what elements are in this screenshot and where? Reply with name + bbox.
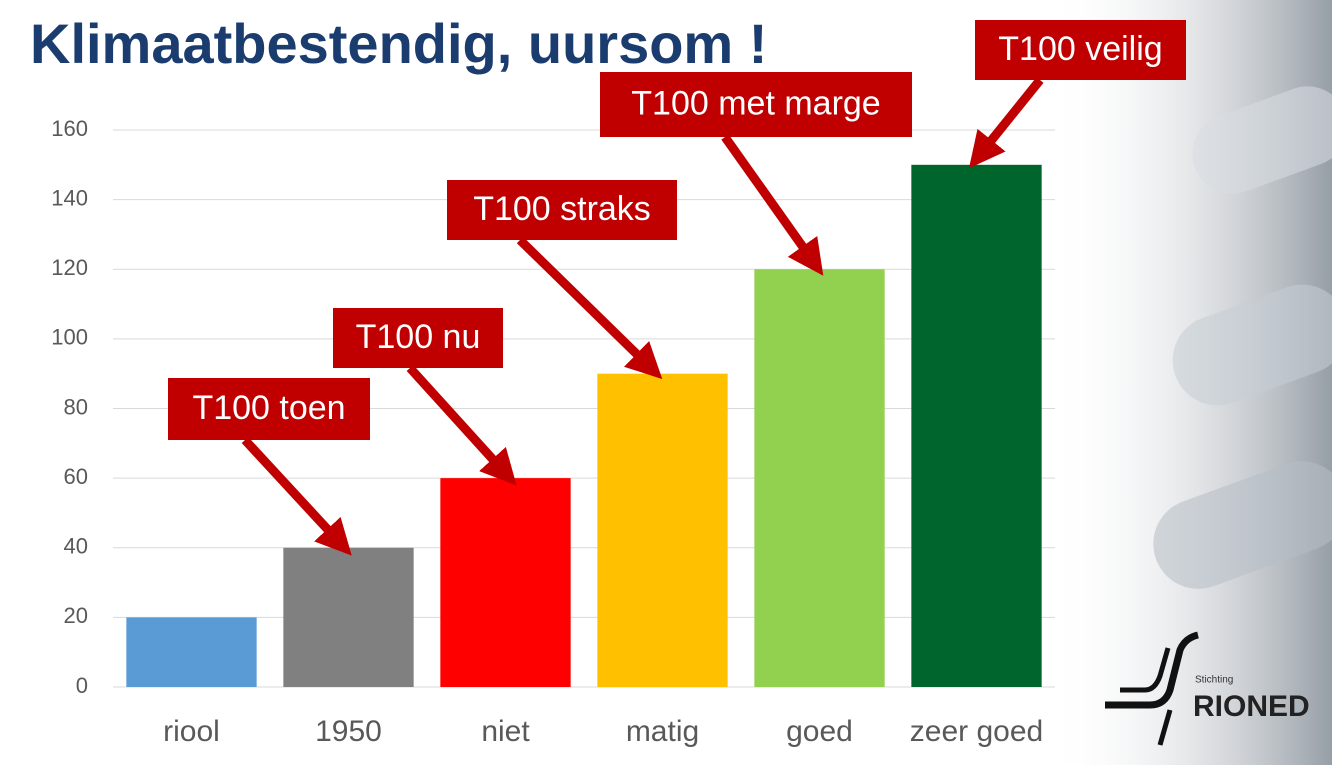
bar bbox=[597, 373, 728, 687]
logo-small: Stichting bbox=[1195, 675, 1233, 686]
y-tick-label: 160 bbox=[51, 116, 88, 141]
callout-box bbox=[168, 378, 370, 440]
bar bbox=[126, 617, 257, 687]
callout-arrow bbox=[721, 134, 824, 276]
y-tick-label: 80 bbox=[64, 394, 88, 419]
callout-label: T100 met marge bbox=[631, 84, 880, 122]
x-tick-label: niet bbox=[481, 715, 530, 748]
callout-box bbox=[600, 72, 912, 137]
callout-box bbox=[333, 308, 503, 368]
bar bbox=[911, 164, 1042, 687]
y-tick-label: 0 bbox=[76, 673, 88, 698]
bar bbox=[283, 547, 414, 687]
logo: Stichting RIONED bbox=[1105, 631, 1310, 746]
callout-label: T100 straks bbox=[473, 190, 651, 228]
x-tick-label: 1950 bbox=[315, 715, 382, 748]
callout-arrow bbox=[241, 436, 352, 556]
callout-label: T100 veilig bbox=[998, 30, 1162, 68]
callout-box bbox=[975, 20, 1186, 80]
callout-arrow bbox=[968, 77, 1044, 169]
callout-arrow bbox=[516, 236, 663, 380]
y-tick-label: 60 bbox=[64, 464, 88, 489]
bar bbox=[440, 478, 571, 687]
bar bbox=[754, 269, 885, 687]
y-tick-label: 100 bbox=[51, 325, 88, 350]
y-tick-label: 40 bbox=[64, 534, 88, 559]
callout-label: T100 toen bbox=[192, 389, 345, 427]
callout-arrow bbox=[406, 364, 517, 486]
chart-title: Klimaatbestendig, uursom ! bbox=[30, 12, 767, 75]
y-tick-label: 20 bbox=[64, 603, 88, 628]
x-tick-label: goed bbox=[786, 715, 853, 748]
callout-box bbox=[447, 180, 677, 240]
callout-label: T100 nu bbox=[356, 318, 481, 356]
x-tick-label: riool bbox=[163, 715, 220, 748]
y-tick-label: 120 bbox=[51, 255, 88, 280]
grate-shapes bbox=[1153, 86, 1332, 589]
x-tick-label: zeer goed bbox=[910, 715, 1043, 748]
logo-name: RIONED bbox=[1193, 690, 1310, 723]
x-tick-label: matig bbox=[626, 715, 699, 748]
y-tick-label: 140 bbox=[51, 185, 88, 210]
